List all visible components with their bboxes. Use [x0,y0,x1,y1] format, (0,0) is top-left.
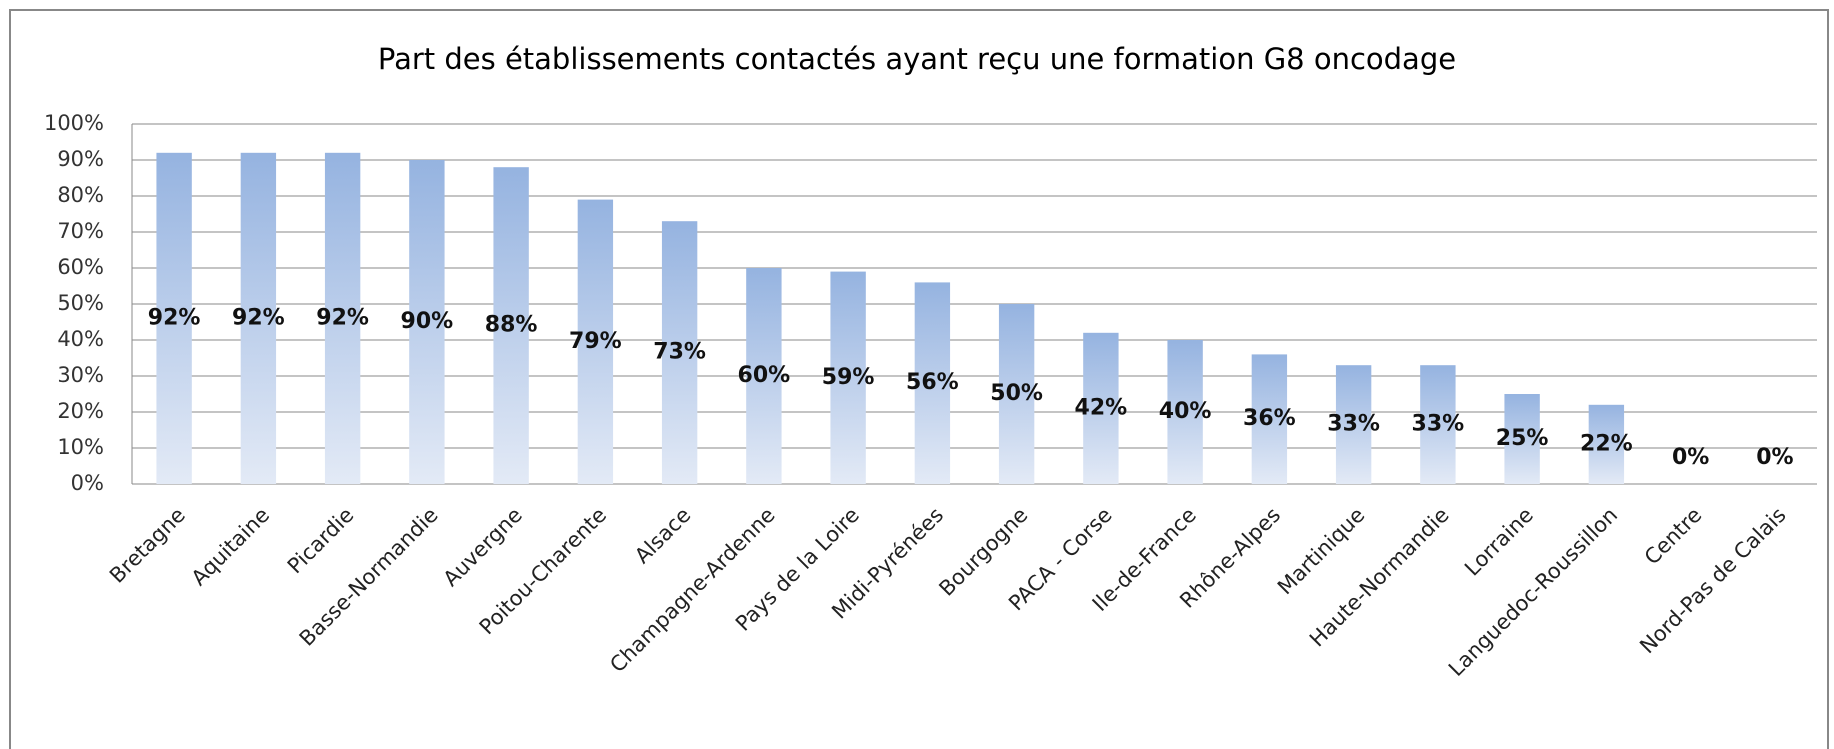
value-label: 59% [822,365,875,390]
bar [577,199,614,484]
x-tick-label: Alsace [630,503,695,568]
value-label: 92% [232,305,285,330]
value-label: 73% [653,340,706,365]
bar [1335,365,1372,484]
bar [240,152,277,485]
value-label: 92% [316,305,369,330]
y-tick-label: 80% [57,183,104,207]
x-tick-label: Haute-Normandie [1305,503,1454,652]
x-tick-label: Picardie [283,503,359,579]
chart-border [9,9,1829,749]
x-tick-label: Centre [1640,503,1707,570]
y-tick-label: 0% [71,471,104,495]
y-tick-label: 100% [44,111,104,135]
y-tick-label: 60% [57,255,104,279]
value-label: 50% [990,381,1043,406]
value-label: 0% [1672,445,1709,470]
value-label: 92% [148,305,201,330]
value-label: 88% [485,313,538,338]
value-label: 25% [1496,426,1549,451]
bar [1167,340,1203,484]
y-tick-label: 10% [57,435,104,459]
bar [1588,404,1625,484]
value-label: 56% [906,370,959,395]
x-tick-label: Basse-Normandie [295,503,443,651]
bar [746,268,782,484]
value-label: 42% [1075,395,1128,420]
value-label: 90% [401,309,454,334]
bar [493,167,529,484]
y-tick-label: 30% [57,363,104,387]
bar [914,282,951,484]
x-tick-label: Bretagne [105,503,190,588]
x-tick-label: Auvergne [439,503,527,591]
x-tick-label: Lorraine [1460,503,1538,581]
x-tick-label: Languedoc-Roussillon [1444,503,1622,681]
y-tick-label: 70% [57,219,104,243]
value-label: 36% [1243,406,1296,431]
y-tick-label: 20% [57,399,104,423]
y-tick-label: 50% [57,291,104,315]
bar [830,271,866,484]
y-tick-label: 40% [57,327,104,351]
x-tick-label: Champagne-Ardenne [605,503,779,677]
value-label: 22% [1580,431,1633,456]
value-label: 40% [1159,399,1212,424]
value-label: 33% [1412,412,1465,437]
bar [1504,394,1540,484]
value-label: 60% [738,363,791,388]
y-tick-label: 90% [57,147,104,171]
value-label: 33% [1327,412,1380,437]
x-tick-label: Nord-Pas de Calais [1635,503,1790,658]
value-label: 79% [569,329,622,354]
bar [1083,332,1119,484]
bar [1420,365,1456,484]
bar [1251,354,1288,484]
bar [409,160,445,484]
bar [661,221,698,484]
bar [324,152,361,485]
value-label: 0% [1756,445,1793,470]
bar [156,152,192,485]
chart-title: Part des établissements contactés ayant … [378,42,1456,76]
x-tick-label: Aquitaine [187,503,274,590]
bar [998,304,1035,484]
